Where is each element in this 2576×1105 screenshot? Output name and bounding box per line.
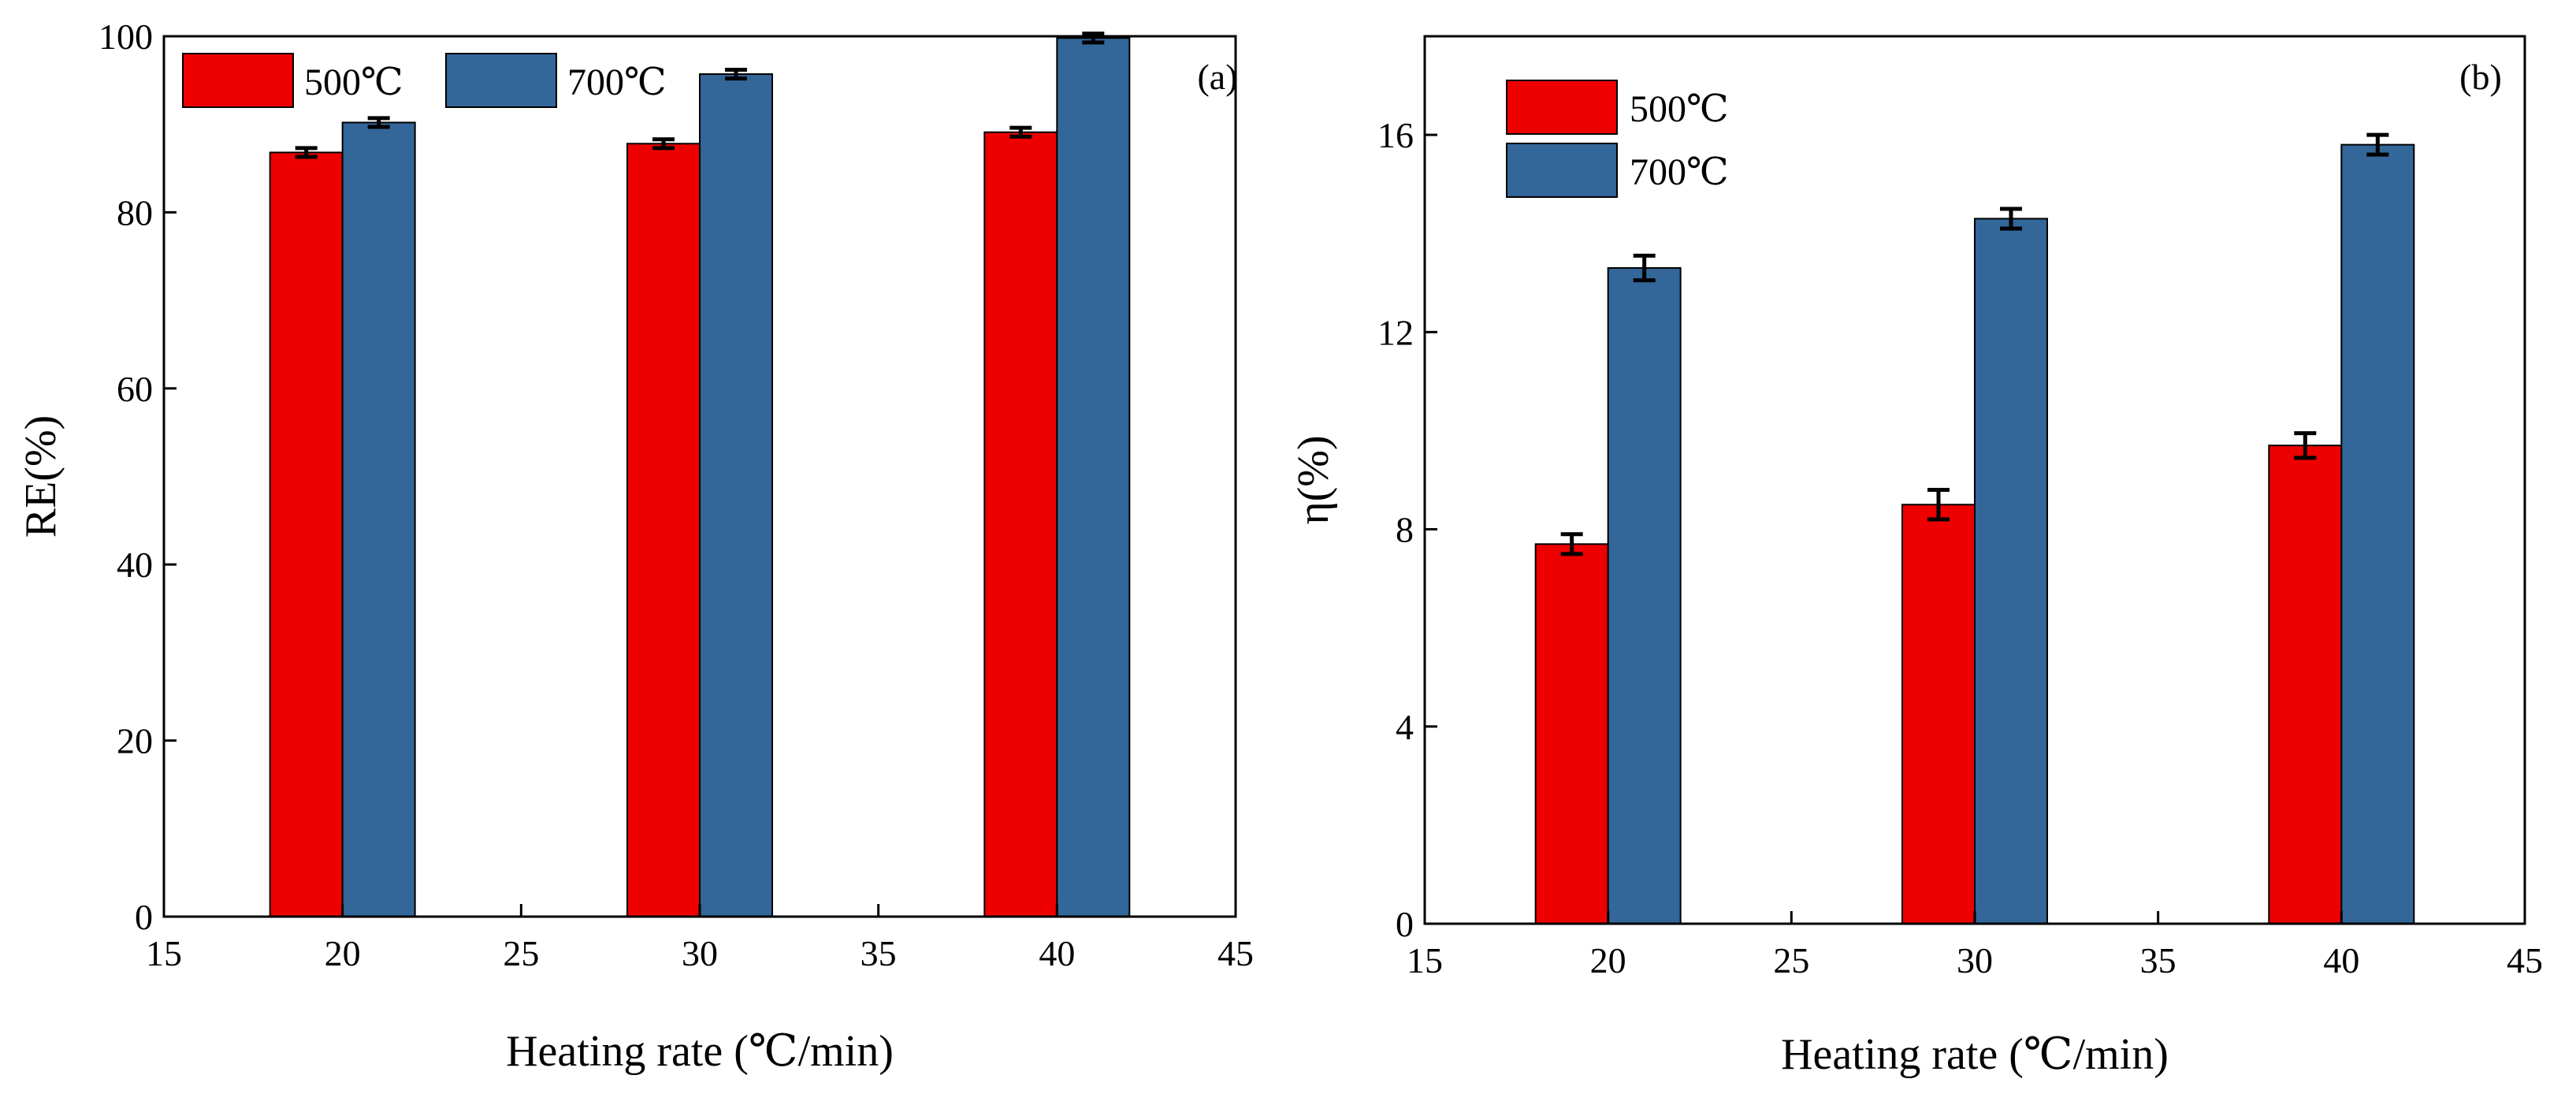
y-axis-title: η(%) [1289,435,1338,524]
x-tick-label: 25 [503,933,539,973]
x-axis-title: Heating rate (℃/min) [1781,1030,2169,1079]
x-tick-label: 25 [1773,940,1809,980]
legend-label: 700℃ [1630,151,1729,193]
legend-label: 700℃ [567,61,667,103]
legend-swatch-500℃ [1506,80,1618,135]
y-tick-label: 60 [117,369,153,409]
legend-label: 500℃ [1630,88,1729,130]
x-tick-label: 30 [1957,940,1993,980]
legend-label: 500℃ [304,61,403,103]
bar-700℃-30 [1974,218,2048,925]
x-tick-label: 30 [682,933,718,973]
y-tick-label: 16 [1377,115,1414,155]
panel-label: (a) [1197,57,1237,97]
y-tick-label: 40 [117,545,153,585]
bar-500℃-20 [1534,543,1609,925]
y-tick-label: 0 [135,897,153,937]
x-tick-label: 35 [2140,940,2176,980]
y-axis-title: RE(%) [17,415,65,538]
x-axis-title: Heating rate (℃/min) [506,1027,894,1076]
x-tick-label: 15 [146,933,182,973]
y-tick-label: 12 [1377,312,1414,352]
panel-label: (b) [2459,57,2502,97]
bar-500℃-40 [983,131,1058,918]
bar-500℃-40 [2268,445,2343,925]
bar-500℃-30 [1901,504,1976,925]
y-tick-label: 0 [1396,904,1414,944]
legend-swatch-700℃ [445,53,557,108]
x-tick-label: 20 [325,933,361,973]
x-tick-label: 20 [1590,940,1626,980]
y-tick-label: 8 [1396,510,1414,550]
legend-swatch-700℃ [1506,143,1618,198]
x-tick-label: 45 [2507,940,2543,980]
chart-panel-a: 15 20 25 30 35 40 45 0 20 40 60 80 100 Heating rate (… [17,17,1254,1076]
x-tick-label: 40 [1039,933,1075,973]
bar-500℃-20 [269,151,344,918]
bar-700℃-20 [341,121,416,917]
bar-700℃-30 [699,73,773,917]
bar-700℃-40 [2340,143,2415,925]
bar-500℃-30 [626,143,701,918]
x-tick-label: 40 [2323,940,2359,980]
y-tick-label: 100 [99,17,153,57]
y-tick-label: 80 [117,192,153,233]
y-tick-label: 4 [1396,707,1414,747]
x-tick-label: 45 [1217,933,1254,973]
bar-700℃-40 [1056,37,1131,917]
x-tick-label: 35 [861,933,897,973]
y-tick-label: 20 [117,721,153,761]
bar-700℃-20 [1607,267,1682,925]
chart-panel-b: 15 20 25 30 35 40 45 0 4 8 12 16 Heating rate (℃/min… [1289,35,2543,1079]
legend-swatch-500℃ [182,53,294,108]
x-tick-label: 15 [1407,940,1443,980]
